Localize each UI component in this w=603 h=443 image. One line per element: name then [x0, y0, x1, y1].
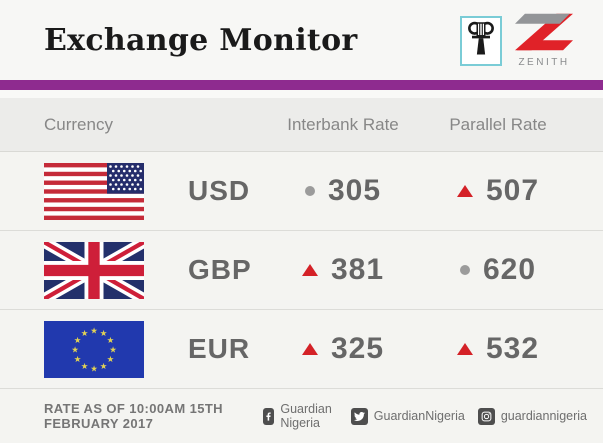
trend-indicator-icon — [456, 343, 473, 355]
table-row-eur: ★ ★ ★ ★ ★ ★ ★ ★ ★ ★ ★ ★ EUR — [0, 310, 603, 389]
facebook-handle: Guardian Nigeria — [280, 402, 332, 430]
table-row-usd: USD 305 507 — [0, 152, 603, 231]
zenith-z-icon — [515, 13, 573, 56]
currency-code: EUR — [188, 333, 251, 364]
currency-cell: USD — [44, 162, 258, 220]
svg-text:★: ★ — [90, 364, 98, 374]
trend-indicator-icon — [301, 343, 318, 355]
united-states-flag-icon — [44, 162, 144, 220]
table-row-gbp: GBP 381 620 — [0, 231, 603, 310]
zenith-wordmark: ZENITH — [518, 56, 570, 68]
trend-indicator-icon — [456, 185, 473, 197]
svg-text:★: ★ — [90, 326, 98, 336]
purple-accent-bar — [0, 80, 603, 90]
interbank-rate-value: 325 — [330, 332, 385, 365]
svg-text:★: ★ — [74, 336, 82, 346]
european-union-flag-icon: ★ ★ ★ ★ ★ ★ ★ ★ ★ ★ ★ ★ — [44, 320, 144, 378]
interbank-rate-cell: 325 — [258, 332, 428, 366]
column-header-parallel: Parallel Rate — [449, 114, 547, 134]
table-header-row: Currency Interbank Rate Parallel Rate — [0, 98, 603, 152]
divider-strip — [0, 90, 603, 98]
currency-code: USD — [188, 175, 251, 206]
svg-text:★: ★ — [107, 355, 115, 365]
trend-indicator-icon — [304, 186, 315, 196]
parallel-rate-cell: 620 — [428, 253, 568, 287]
interbank-rate-cell: 305 — [258, 174, 428, 208]
svg-text:★: ★ — [107, 336, 115, 346]
trend-indicator-icon — [459, 265, 470, 275]
svg-text:★: ★ — [74, 355, 82, 365]
guardian-nigeria-logo — [460, 15, 502, 66]
twitter-icon — [350, 407, 368, 425]
page-title: Exchange Monitor — [44, 22, 358, 58]
svg-text:★: ★ — [81, 361, 89, 371]
twitter-handle: GuardianNigeria — [373, 409, 465, 423]
social-links: Guardian Nigeria GuardianNigeria — [263, 402, 587, 430]
trend-indicator-icon — [301, 264, 318, 276]
parallel-rate-value: 532 — [485, 332, 540, 365]
svg-text:★: ★ — [100, 329, 108, 339]
svg-text:★: ★ — [100, 361, 108, 371]
svg-text:★: ★ — [81, 329, 89, 339]
interbank-rate-value: 381 — [330, 253, 385, 286]
united-kingdom-flag-icon — [44, 241, 144, 299]
currency-cell: ★ ★ ★ ★ ★ ★ ★ ★ ★ ★ ★ ★ EUR — [44, 320, 258, 378]
instagram-link[interactable]: guardiannigeria — [477, 407, 587, 425]
instagram-handle: guardiannigeria — [500, 409, 587, 423]
svg-text:★: ★ — [109, 345, 117, 355]
header: Exchange Monitor — [0, 0, 603, 80]
parallel-rate-cell: 532 — [428, 332, 568, 366]
twitter-link[interactable]: GuardianNigeria — [350, 407, 465, 425]
parallel-rate-cell: 507 — [428, 174, 568, 208]
facebook-link[interactable]: Guardian Nigeria — [263, 402, 337, 430]
guardian-mask-icon — [466, 18, 496, 63]
parallel-rate-value: 507 — [485, 174, 540, 207]
instagram-icon — [477, 407, 495, 425]
parallel-rate-value: 620 — [482, 253, 537, 286]
interbank-rate-value: 305 — [327, 174, 382, 207]
column-header-interbank: Interbank Rate — [287, 114, 399, 134]
footer: RATE AS OF 10:00AM 15TH FEBRUARY 2017 Gu… — [0, 389, 603, 443]
currency-cell: GBP — [44, 241, 258, 299]
currency-code: GBP — [188, 254, 252, 285]
interbank-rate-cell: 381 — [258, 253, 428, 287]
brand-logos: ZENITH — [460, 13, 577, 68]
column-header-currency: Currency — [44, 114, 113, 134]
zenith-bank-logo: ZENITH — [511, 13, 577, 68]
rate-timestamp: RATE AS OF 10:00AM 15TH FEBRUARY 2017 — [44, 401, 223, 431]
facebook-icon — [263, 407, 275, 425]
svg-text:★: ★ — [71, 345, 79, 355]
